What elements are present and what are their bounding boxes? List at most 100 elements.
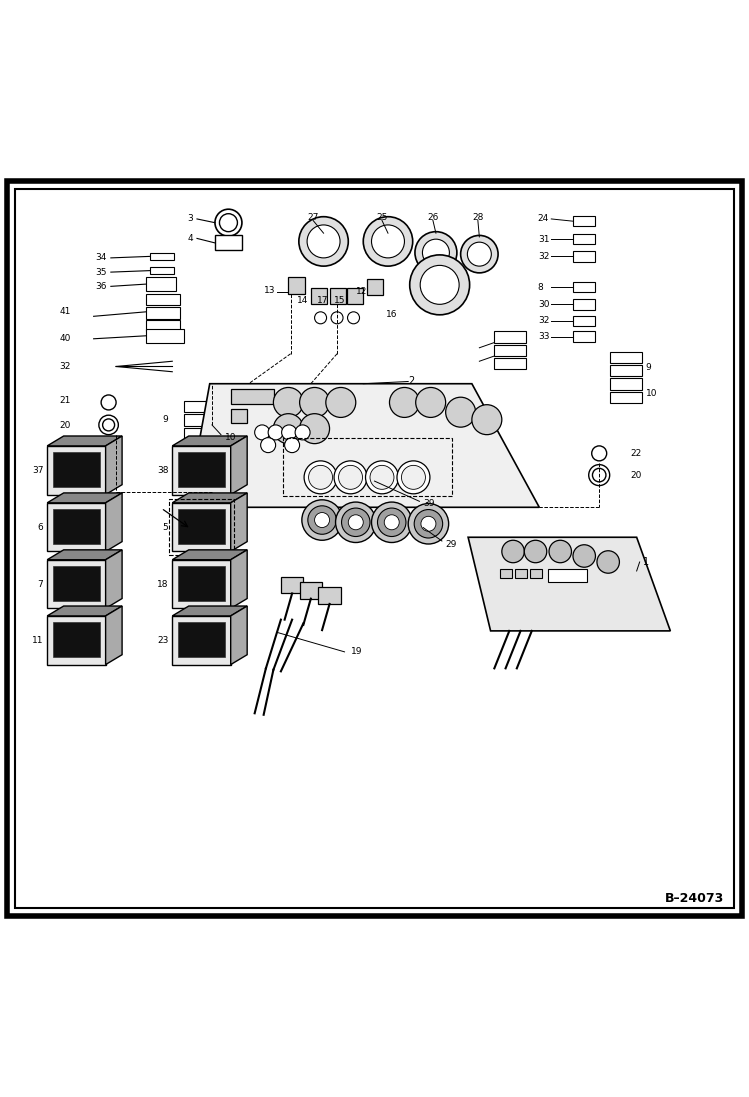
Polygon shape <box>106 436 122 495</box>
Circle shape <box>302 500 342 540</box>
Text: 19: 19 <box>351 647 362 656</box>
Circle shape <box>219 214 237 231</box>
Bar <box>573 234 595 245</box>
Circle shape <box>285 438 300 453</box>
Bar <box>318 588 341 604</box>
Text: 8: 8 <box>538 283 544 292</box>
Bar <box>494 359 526 370</box>
Circle shape <box>273 414 303 443</box>
Circle shape <box>389 387 419 418</box>
Circle shape <box>273 387 303 418</box>
Text: 28: 28 <box>472 213 484 222</box>
Bar <box>610 378 642 389</box>
Text: 20: 20 <box>631 471 642 479</box>
Circle shape <box>315 512 330 528</box>
Circle shape <box>573 545 595 567</box>
Text: 29: 29 <box>446 540 457 548</box>
Circle shape <box>592 468 606 482</box>
Text: 9: 9 <box>646 363 652 372</box>
Bar <box>178 452 225 487</box>
Circle shape <box>524 540 547 563</box>
Bar <box>573 331 595 342</box>
Text: 16: 16 <box>386 310 397 319</box>
Polygon shape <box>172 493 247 502</box>
Bar <box>231 409 247 422</box>
Polygon shape <box>47 493 122 502</box>
Bar <box>47 502 106 552</box>
Polygon shape <box>231 606 247 665</box>
Bar <box>215 236 242 250</box>
Polygon shape <box>106 606 122 665</box>
Text: 38: 38 <box>157 466 169 475</box>
Circle shape <box>342 508 370 536</box>
Circle shape <box>397 461 430 494</box>
Polygon shape <box>231 550 247 609</box>
Text: 32: 32 <box>60 362 71 371</box>
Circle shape <box>268 425 283 440</box>
Circle shape <box>315 312 327 324</box>
Polygon shape <box>106 550 122 609</box>
Bar <box>150 252 174 260</box>
Bar <box>610 351 642 363</box>
Circle shape <box>410 255 470 315</box>
Circle shape <box>372 502 412 543</box>
Circle shape <box>336 502 376 543</box>
Text: 31: 31 <box>538 235 549 244</box>
Bar <box>172 502 231 552</box>
Circle shape <box>308 506 336 534</box>
Circle shape <box>446 397 476 427</box>
Circle shape <box>331 312 343 324</box>
Bar <box>231 389 274 404</box>
Text: 35: 35 <box>96 268 107 276</box>
Text: 20: 20 <box>60 421 71 430</box>
Circle shape <box>261 438 276 453</box>
Circle shape <box>592 445 607 461</box>
Circle shape <box>597 551 619 574</box>
Circle shape <box>334 461 367 494</box>
Text: 37: 37 <box>32 466 43 475</box>
Circle shape <box>408 504 449 544</box>
Circle shape <box>103 419 115 431</box>
Circle shape <box>348 312 360 324</box>
Text: 4: 4 <box>187 234 193 242</box>
Polygon shape <box>172 550 247 559</box>
Polygon shape <box>47 436 122 445</box>
Polygon shape <box>106 493 122 552</box>
Bar <box>515 568 527 578</box>
Circle shape <box>461 236 498 273</box>
Bar <box>610 365 642 376</box>
Circle shape <box>366 461 398 494</box>
Bar <box>347 287 363 304</box>
Bar <box>610 392 642 404</box>
Circle shape <box>101 395 116 410</box>
Circle shape <box>295 425 310 440</box>
Text: B–24073: B–24073 <box>665 892 724 905</box>
Text: 26: 26 <box>427 213 439 222</box>
Polygon shape <box>47 550 122 559</box>
Circle shape <box>372 225 404 258</box>
Circle shape <box>377 508 406 536</box>
Text: 22: 22 <box>631 449 642 457</box>
Bar <box>172 615 231 665</box>
Text: 9: 9 <box>163 415 169 425</box>
Text: 12: 12 <box>356 287 367 296</box>
Text: 3: 3 <box>187 214 193 224</box>
Bar <box>573 282 595 292</box>
Polygon shape <box>187 384 539 507</box>
Text: 24: 24 <box>538 214 549 224</box>
Text: 2: 2 <box>408 376 414 386</box>
Text: 21: 21 <box>60 396 71 405</box>
Text: 10: 10 <box>646 389 657 398</box>
Text: 5: 5 <box>163 522 169 532</box>
Bar <box>367 279 383 295</box>
Bar <box>184 415 212 426</box>
Bar <box>47 559 106 609</box>
Bar <box>146 320 180 331</box>
Circle shape <box>384 514 399 530</box>
Bar <box>573 316 595 326</box>
Circle shape <box>472 405 502 434</box>
Circle shape <box>420 265 459 304</box>
Bar <box>548 568 587 583</box>
Circle shape <box>348 514 363 530</box>
Bar <box>178 566 225 601</box>
